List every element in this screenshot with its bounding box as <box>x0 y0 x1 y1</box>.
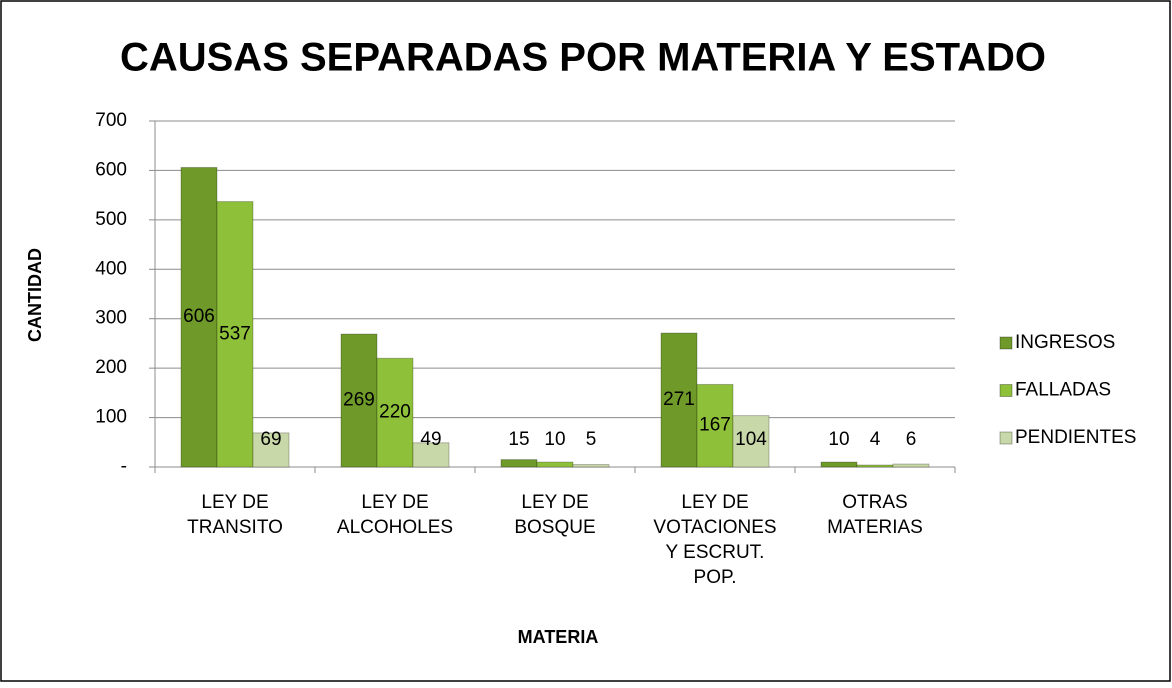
data-label: 49 <box>420 429 441 450</box>
x-tick-label: LEY DE <box>681 492 748 513</box>
bar <box>696 383 734 468</box>
data-label: 537 <box>219 323 251 344</box>
data-label: 10 <box>544 429 565 450</box>
bar <box>376 357 414 468</box>
data-label: 5 <box>586 429 597 450</box>
x-tick-label: BOSQUE <box>514 517 595 538</box>
data-label: 271 <box>663 389 695 410</box>
data-label: 69 <box>260 429 281 450</box>
x-tick-label: LEY DE <box>521 492 588 513</box>
data-label: 4 <box>870 429 881 450</box>
y-tick-label: 100 <box>95 407 127 428</box>
bar <box>732 415 770 468</box>
legend-swatch <box>999 384 1013 397</box>
data-label: 269 <box>343 390 375 411</box>
bar <box>856 464 894 468</box>
legend-label: FALLADAS <box>1015 380 1111 401</box>
data-label: 15 <box>508 429 529 450</box>
data-label: 10 <box>828 429 849 450</box>
bar <box>660 332 698 468</box>
x-tick-label: Y ESCRUT. <box>666 542 765 563</box>
y-tick-label: 400 <box>95 258 127 279</box>
bar <box>180 166 218 468</box>
legend-label: PENDIENTES <box>1015 427 1136 448</box>
x-tick-label: ALCOHOLES <box>337 517 453 538</box>
bar <box>340 333 378 468</box>
data-label: 220 <box>379 402 411 423</box>
x-tick-label: MATERIAS <box>827 517 923 538</box>
x-tick-label: VOTACIONES <box>653 517 776 538</box>
bar <box>536 461 574 468</box>
bar <box>412 442 450 468</box>
bar <box>252 432 290 468</box>
legend-label: INGRESOS <box>1015 332 1115 353</box>
x-axis-title: MATERIA <box>518 627 599 647</box>
bar <box>216 201 254 468</box>
legend-swatch <box>999 431 1013 445</box>
y-tick-label: 200 <box>95 357 127 378</box>
chart-title: CAUSAS SEPARADAS POR MATERIA Y ESTADO <box>120 36 1046 80</box>
data-label: 6 <box>906 429 917 450</box>
y-axis-title: CANTIDAD <box>25 248 45 342</box>
legend-swatch <box>999 336 1013 350</box>
y-tick-label: 500 <box>95 209 127 230</box>
bar <box>500 459 538 468</box>
data-label: 104 <box>735 429 767 450</box>
x-tick-label: LEY DE <box>361 492 428 513</box>
data-label: 167 <box>699 415 731 436</box>
y-tick-label: 600 <box>95 159 127 180</box>
y-tick-label: - <box>121 456 127 477</box>
x-tick-label: POP. <box>694 567 737 588</box>
bar <box>572 464 610 468</box>
bar <box>820 461 858 468</box>
bar <box>892 463 930 468</box>
data-label: 606 <box>183 306 215 327</box>
y-tick-label: 700 <box>95 110 127 131</box>
y-tick-label: 300 <box>95 308 127 329</box>
x-tick-label: OTRAS <box>842 492 907 513</box>
x-tick-label: TRANSITO <box>187 517 283 538</box>
x-tick-label: LEY DE <box>201 492 268 513</box>
